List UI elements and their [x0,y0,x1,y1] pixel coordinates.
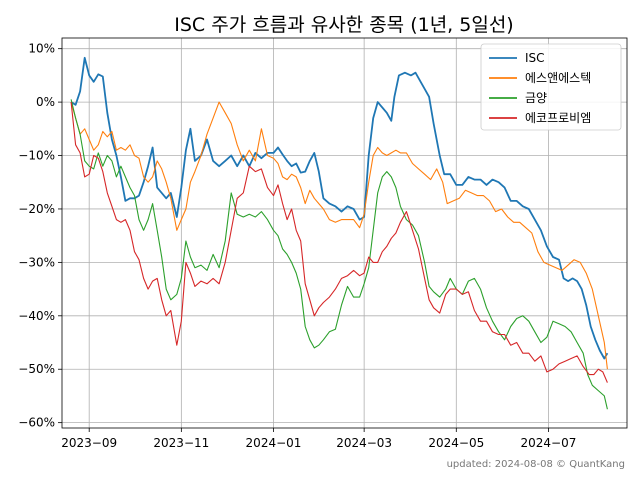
y-tick-label: −50% [18,362,55,376]
legend-label: 에스앤에스텍 [525,71,591,85]
x-tick-label: 2023−09 [61,436,117,450]
legend-box [480,43,622,131]
y-tick-label: −10% [18,149,55,163]
x-tick-label: 2024−05 [428,436,484,450]
y-tick-label: 0% [36,95,55,109]
legend-label: ISC [525,51,545,65]
plot-area [70,56,609,410]
y-tick-label: −30% [18,255,55,269]
legend-label: 금양 [525,91,547,105]
series-line-2 [70,99,608,410]
x-tick-label: 2024−03 [336,436,392,450]
y-tick-label: −60% [18,416,55,430]
y-axis: 10% 0% −10% −20% −30% −40% −50% −60% [18,42,62,430]
x-axis: 2023−09 2023−11 2024−01 2024−03 2024−05 2024−… [61,428,576,450]
series-line-0 [70,56,609,360]
legend-label: 에코프로비엠 [525,111,591,125]
footer-credit: updated: 2024-08-08 © QuantKang [447,459,625,470]
x-tick-label: 2023−11 [153,436,209,450]
series-line-1 [70,101,608,370]
series-line-3 [70,102,608,383]
x-tick-label: 2024−01 [246,436,302,450]
y-tick-label: −40% [18,309,55,323]
y-tick-label: −20% [18,202,55,216]
plot-frame [61,37,628,429]
grid-lines [62,38,627,428]
x-tick-label: 2024−07 [521,436,577,450]
y-tick-label: 10% [28,42,55,56]
chart-title: ISC 주가 흐름과 유사한 종목 (1년, 5일선) [174,14,513,36]
